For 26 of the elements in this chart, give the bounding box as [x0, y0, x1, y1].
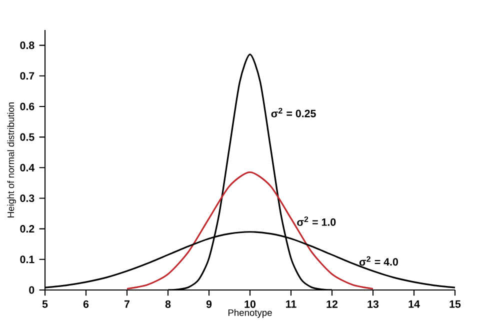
y-tick-label: 0.4	[20, 164, 35, 172]
x-tick-label: 10	[244, 300, 256, 308]
x-tick-label: 6	[83, 300, 89, 308]
y-tick-label: 0.3	[20, 194, 34, 202]
y-axis-title: Height of normal distribution	[7, 102, 16, 218]
x-tick-label: 14	[408, 300, 420, 308]
series-label: σ$^{2}$ = 0.25	[271, 108, 316, 118]
x-tick-label: 5	[42, 300, 48, 308]
x-axis-title: Phenotype	[228, 309, 272, 318]
y-tick-label: 0.2	[20, 225, 34, 233]
x-tick-label: 13	[368, 300, 379, 308]
line-series	[126, 171, 374, 290]
x-tick-label: 7	[124, 300, 130, 308]
y-tick-label: 0	[29, 286, 34, 294]
x-tick-label: 15	[450, 300, 461, 308]
y-tick-label: 0.7	[20, 72, 34, 80]
series-label: σ$^{2}$ = 4.0	[359, 256, 398, 266]
y-tick-label: 0.5	[20, 133, 34, 141]
x-tick-label: 12	[326, 300, 338, 308]
series-label: σ$^{2}$ = 1.0	[297, 216, 336, 226]
y-tick-label: 0.6	[20, 102, 34, 110]
y-tick-label: 0.1	[20, 256, 34, 264]
x-tick-label: 11	[286, 300, 296, 308]
x-tick-label: 9	[206, 300, 212, 308]
y-tick-label: 0.8	[20, 42, 34, 50]
x-tick-label: 8	[165, 300, 171, 308]
